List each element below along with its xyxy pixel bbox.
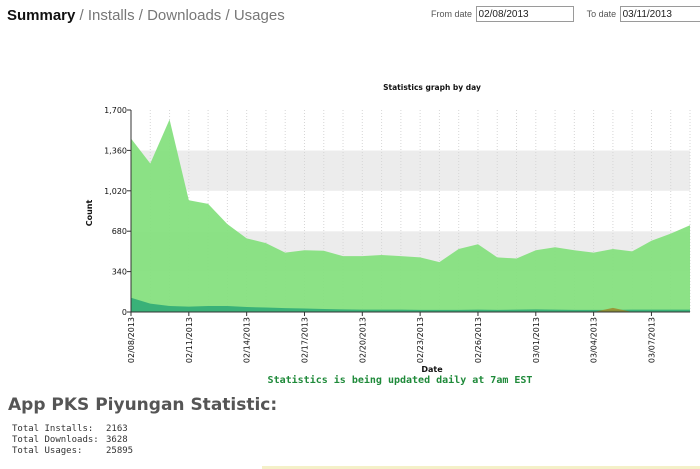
footer-divider <box>262 466 700 469</box>
chart-series-area-0 <box>131 119 690 312</box>
from-date-input[interactable] <box>475 6 574 22</box>
nav-installs[interactable]: Installs <box>87 7 135 24</box>
chart-series-area-1 <box>131 297 690 312</box>
x-tick-label: 02/14/2013 <box>243 317 252 363</box>
nav-downloads[interactable]: Downloads <box>147 7 222 24</box>
y-tick-label: 1,700 <box>104 106 127 115</box>
nav-usages[interactable]: Usages <box>233 7 285 24</box>
y-tick-label: 680 <box>112 227 127 236</box>
total-value: 25895 <box>106 446 134 456</box>
to-date-label: To date <box>586 9 617 19</box>
x-tick-label: 02/20/2013 <box>358 317 367 363</box>
report-nav: Summary / Installs / Downloads / Usages <box>7 7 285 24</box>
x-tick-label: 03/04/2013 <box>590 317 599 363</box>
from-date-label: From date <box>431 9 473 19</box>
chart-y-ticks: 0 340 680 1,020 1,360 1,700 <box>104 106 131 317</box>
x-tick-label: 02/08/2013 <box>127 317 136 363</box>
chart-band <box>131 150 690 191</box>
chart-series <box>131 119 690 312</box>
total-usages-row: Total Usages: 25895 <box>12 446 133 457</box>
app-statistic-title: App PKS Piyungan Statistic: <box>8 395 278 415</box>
total-label: Total Downloads: <box>12 435 99 445</box>
chart-band <box>131 110 690 151</box>
nav-separator: / <box>221 7 234 24</box>
y-tick-label: 1,020 <box>104 187 127 196</box>
total-value: 3628 <box>106 435 128 445</box>
nav-separator: / <box>75 7 88 24</box>
y-tick-label: 1,360 <box>104 146 127 155</box>
total-label: Total Usages: <box>12 446 83 456</box>
x-tick-label: 03/07/2013 <box>647 317 656 363</box>
x-tick-label: 02/26/2013 <box>474 317 483 363</box>
statistics-chart: Statistics graph by day 0 340 680 1,020 1,36… <box>85 83 691 374</box>
chart-x-ticks: 02/08/2013 02/11/2013 02/14/2013 02/17/2013… <box>127 312 656 363</box>
x-tick-label: 02/17/2013 <box>300 317 309 363</box>
x-tick-label: 02/11/2013 <box>185 317 194 363</box>
y-tick-label: 340 <box>112 268 127 277</box>
total-installs-row: Total Installs: 2163 <box>12 424 133 435</box>
chart-background-bands <box>131 110 690 312</box>
to-date-input[interactable] <box>619 6 700 22</box>
x-axis-label: Date <box>421 365 443 374</box>
update-note: Statistics is being updated daily at 7am… <box>267 375 533 386</box>
x-tick-label: 02/23/2013 <box>416 317 425 363</box>
total-value: 2163 <box>106 424 128 434</box>
totals-list: Total Installs: 2163 Total Downloads: 3628… <box>12 424 133 457</box>
date-range-filter: From date To date <box>431 6 700 22</box>
chart-title: Statistics graph by day <box>383 83 481 92</box>
chart-axes <box>130 110 690 313</box>
total-label: Total Installs: <box>12 424 94 434</box>
x-tick-label: 03/01/2013 <box>532 317 541 363</box>
y-axis-label: Count <box>85 200 94 227</box>
nav-summary[interactable]: Summary <box>7 7 76 24</box>
total-downloads-row: Total Downloads: 3628 <box>12 435 133 446</box>
y-tick-label: 0 <box>122 308 127 317</box>
nav-separator: / <box>134 7 148 24</box>
